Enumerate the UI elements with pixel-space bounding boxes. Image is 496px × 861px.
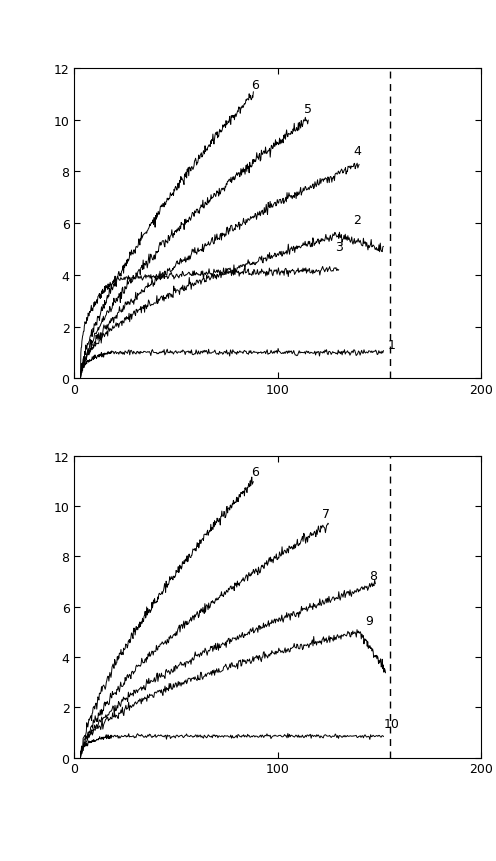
Text: 8: 8 (369, 569, 377, 582)
Text: 9: 9 (365, 614, 373, 627)
Text: 2: 2 (353, 214, 361, 226)
Text: 3: 3 (335, 240, 343, 253)
Text: 4: 4 (353, 145, 361, 158)
Text: 5: 5 (304, 102, 312, 115)
Text: 1: 1 (387, 338, 395, 351)
Text: 6: 6 (251, 466, 259, 479)
Text: 7: 7 (322, 507, 330, 520)
Text: 10: 10 (383, 717, 399, 730)
Text: 6: 6 (251, 79, 259, 92)
